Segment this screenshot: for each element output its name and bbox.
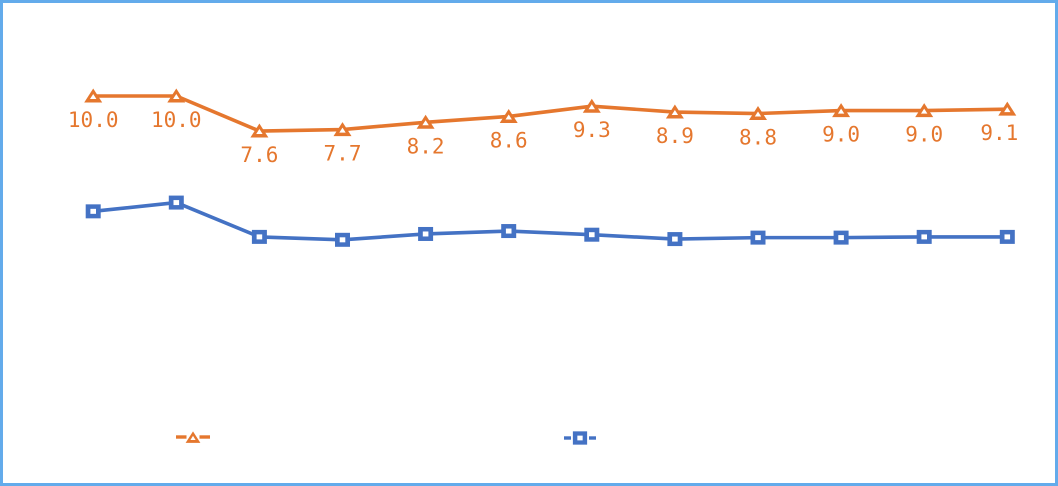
blue-square-series-marker-inner xyxy=(422,231,429,237)
legend-entry-blue-marker-inner xyxy=(577,435,583,441)
blue-square-series-marker-inner xyxy=(256,234,263,240)
orange-triangle-series-marker-inner xyxy=(921,108,928,114)
blue-square-series-marker-inner xyxy=(838,235,844,241)
orange-triangle-series-marker-inner xyxy=(256,129,263,135)
orange-triangle-series-data-label: 8.6 xyxy=(490,128,528,152)
blue-square-series-marker-inner xyxy=(672,236,678,242)
orange-triangle-series-marker-inner xyxy=(671,110,679,116)
blue-square-series-marker-inner xyxy=(1004,234,1011,240)
orange-triangle-series-data-label: 7.7 xyxy=(324,142,362,166)
orange-triangle-series-marker-inner xyxy=(173,94,180,99)
blue-square-series-marker-inner xyxy=(589,232,595,238)
orange-triangle-series-data-label: 9.1 xyxy=(980,121,1018,145)
orange-triangle-series-data-label: 8.9 xyxy=(656,124,694,148)
blue-square-series-marker-inner xyxy=(173,200,180,206)
orange-triangle-series-data-label: 9.3 xyxy=(573,118,611,142)
blue-square-series-marker-inner xyxy=(755,235,761,241)
blue-square-series-marker-inner xyxy=(921,234,927,240)
orange-triangle-series-data-label: 8.8 xyxy=(739,126,777,150)
orange-triangle-series-marker-inner xyxy=(588,104,595,110)
orange-triangle-series-marker-inner xyxy=(339,127,346,133)
orange-triangle-series-data-label: 9.0 xyxy=(905,123,943,147)
orange-triangle-series-data-label: 10.0 xyxy=(68,108,119,132)
legend-entry-orange-marker-inner xyxy=(190,435,196,440)
orange-triangle-series-data-label: 7.6 xyxy=(240,143,278,167)
blue-square-series-line xyxy=(91,200,1010,242)
orange-triangle-series-data-label: 10.0 xyxy=(151,108,202,132)
blue-square-series-marker-inner xyxy=(505,228,512,234)
orange-triangle-series-marker-inner xyxy=(90,94,97,99)
orange-triangle-series-marker-inner xyxy=(837,108,845,114)
orange-triangle-series-data-label: 8.2 xyxy=(407,134,445,158)
orange-triangle-series-marker-inner xyxy=(1004,107,1011,113)
orange-triangle-series-marker-inner xyxy=(505,114,512,120)
blue-square-series-marker-inner xyxy=(90,208,96,214)
orange-triangle-series-data-label: 9.0 xyxy=(822,123,860,147)
blue-square-series-marker-inner xyxy=(339,237,346,243)
orange-triangle-series-marker-inner xyxy=(422,120,429,126)
orange-triangle-series-line xyxy=(91,94,1010,133)
orange-triangle-series-marker-inner xyxy=(754,111,762,117)
